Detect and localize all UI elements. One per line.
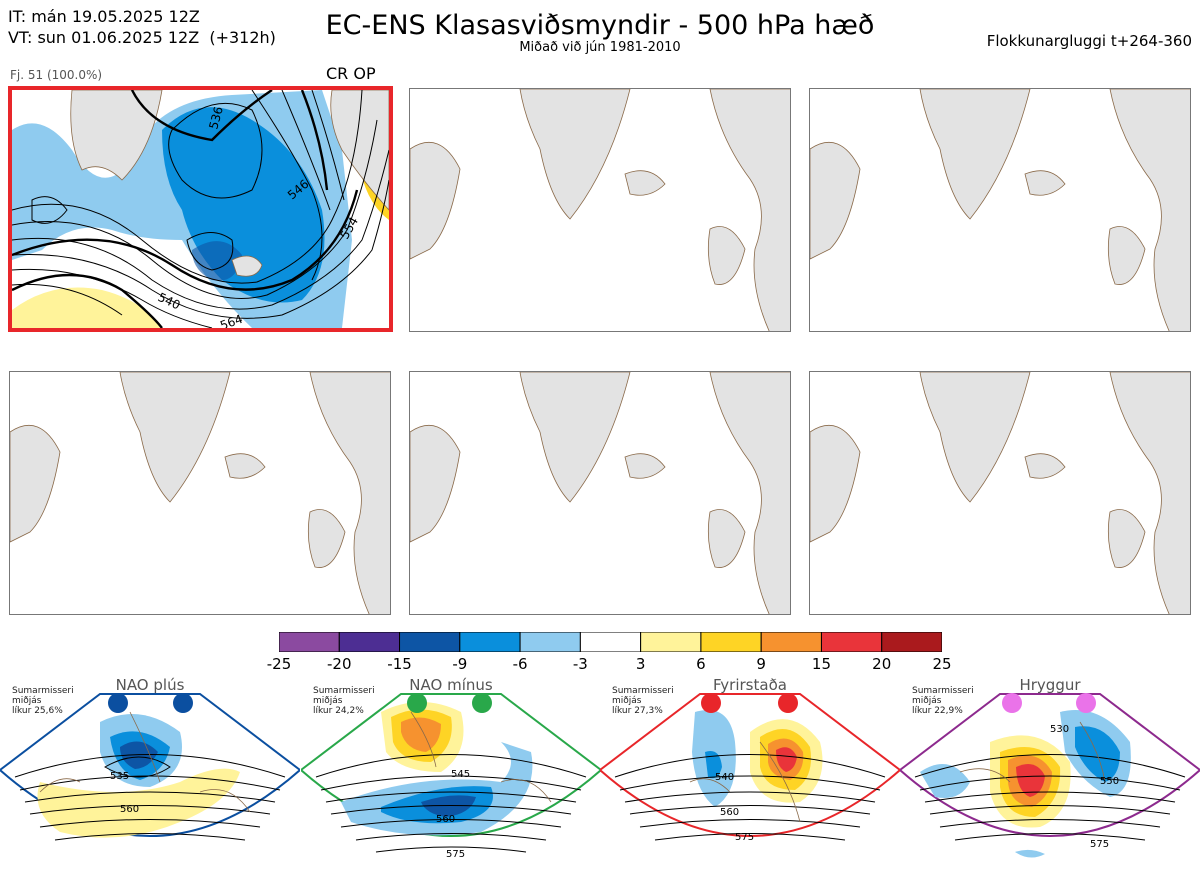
- member-count: Fj. 51 (100.0%): [10, 68, 103, 82]
- colorbar-tick-label: 25: [932, 655, 952, 673]
- colorbar-tick-label: -15: [387, 655, 412, 673]
- contour-label: 575: [1090, 839, 1109, 850]
- colorbar-tick-label: -6: [512, 655, 528, 673]
- colorbar-swatch: [459, 632, 521, 652]
- colorbar-swatch: [820, 632, 883, 652]
- regime-hryggur[interactable]: 530 550 575 Hryggur Sumarmisseri miðjás lí…: [900, 672, 1200, 871]
- colorbar-swatch: [881, 632, 942, 652]
- colorbar-swatch: [399, 632, 461, 652]
- colorbar-swatch: [279, 632, 340, 652]
- regime-info: Sumarmisseri miðjás líkur 22,9%: [912, 686, 974, 716]
- regime-info: Sumarmisseri miðjás líkur 27,3%: [612, 686, 674, 716]
- contour-label: 536: [206, 105, 225, 131]
- cluster-map-4[interactable]: [9, 371, 391, 615]
- contour-label: 550: [1100, 776, 1119, 787]
- cluster-map-3[interactable]: [809, 88, 1191, 332]
- cluster-map-5[interactable]: [409, 371, 791, 615]
- regime-name: NAO plús: [115, 676, 185, 694]
- cluster-map-1[interactable]: 536 546 540 554 564: [8, 86, 393, 332]
- colorbar-tick-label: -20: [327, 655, 352, 673]
- colorbar-tick-label: 9: [756, 655, 766, 673]
- colorbar-tick-label: 20: [872, 655, 892, 673]
- regime-plot: 540 560 575: [600, 693, 900, 843]
- regime-fyrirstada[interactable]: 540 560 575 Fyrirstaða Sumarmisseri miðjá…: [600, 672, 900, 871]
- map-background: [410, 372, 790, 614]
- regime-nao-minus[interactable]: 545 560 575 NAO mínus Sumarmisseri miðjás…: [301, 672, 601, 871]
- map-background: [410, 89, 790, 331]
- colorbar-swatch: [700, 632, 762, 652]
- cluster-regime-label: CR OP: [326, 64, 376, 83]
- contour-label: 535: [110, 771, 129, 782]
- colorbar-tick-label: -9: [452, 655, 468, 673]
- regime-name: NAO mínus: [409, 676, 493, 694]
- cluster-map-2[interactable]: [409, 88, 791, 332]
- colorbar-tick-label: 6: [696, 655, 706, 673]
- regime-name: Fyrirstaða: [713, 676, 787, 694]
- cluster-map-1-plot: 536 546 540 554 564: [12, 90, 389, 328]
- colorbar-swatch: [640, 632, 702, 652]
- colorbar-tick-label: 3: [635, 655, 646, 673]
- contour-label: 560: [720, 807, 739, 818]
- valid-time: VT: sun 01.06.2025 12Z (+312h): [8, 28, 276, 47]
- regime-info: Sumarmisseri miðjás líkur 25,6%: [12, 686, 74, 716]
- cluster-window: Flokkunargluggi t+264-360: [986, 32, 1192, 50]
- regime-nao-plus[interactable]: 535 560 NAO plús Sumarmisseri miðjás líkur…: [0, 672, 300, 871]
- regime-name: Hryggur: [1019, 676, 1081, 694]
- contour-label: 560: [120, 804, 139, 815]
- contour-label: 575: [735, 832, 754, 843]
- colorbar-tick-label: -3: [572, 655, 588, 673]
- map-background: [10, 372, 390, 614]
- cluster-map-6[interactable]: [809, 371, 1191, 615]
- colorbar-swatch: [519, 632, 581, 652]
- regime-plot: 535 560: [0, 693, 300, 841]
- colorbar-swatch: [338, 632, 401, 652]
- regime-plot: 545 560 575: [301, 693, 601, 860]
- contour-label: 575: [446, 849, 465, 860]
- initial-time: IT: mán 19.05.2025 12Z: [8, 7, 200, 26]
- contour-label: 530: [1050, 724, 1069, 735]
- contour-label: 545: [451, 769, 470, 780]
- colorbar-tick-label: 15: [811, 655, 831, 673]
- map-background: [810, 372, 1190, 614]
- colorbar-tick-label: -25: [266, 655, 292, 673]
- page-subtitle: Miðað við jún 1981-2010: [519, 40, 681, 55]
- colorbar-swatch: [760, 632, 822, 652]
- colorbar: [279, 632, 942, 652]
- contour-label: 560: [436, 814, 455, 825]
- page-title: EC-ENS Klasasviðsmyndir - 500 hPa hæð: [325, 10, 875, 41]
- regime-plot: 530 550 575: [900, 693, 1200, 858]
- run-info: IT: mán 19.05.2025 12Z VT: sun 01.06.202…: [8, 6, 276, 48]
- regime-info: Sumarmisseri miðjás líkur 24,2%: [313, 686, 375, 716]
- contour-label: 540: [715, 772, 734, 783]
- map-background: [810, 89, 1190, 331]
- colorbar-swatch: [579, 632, 642, 652]
